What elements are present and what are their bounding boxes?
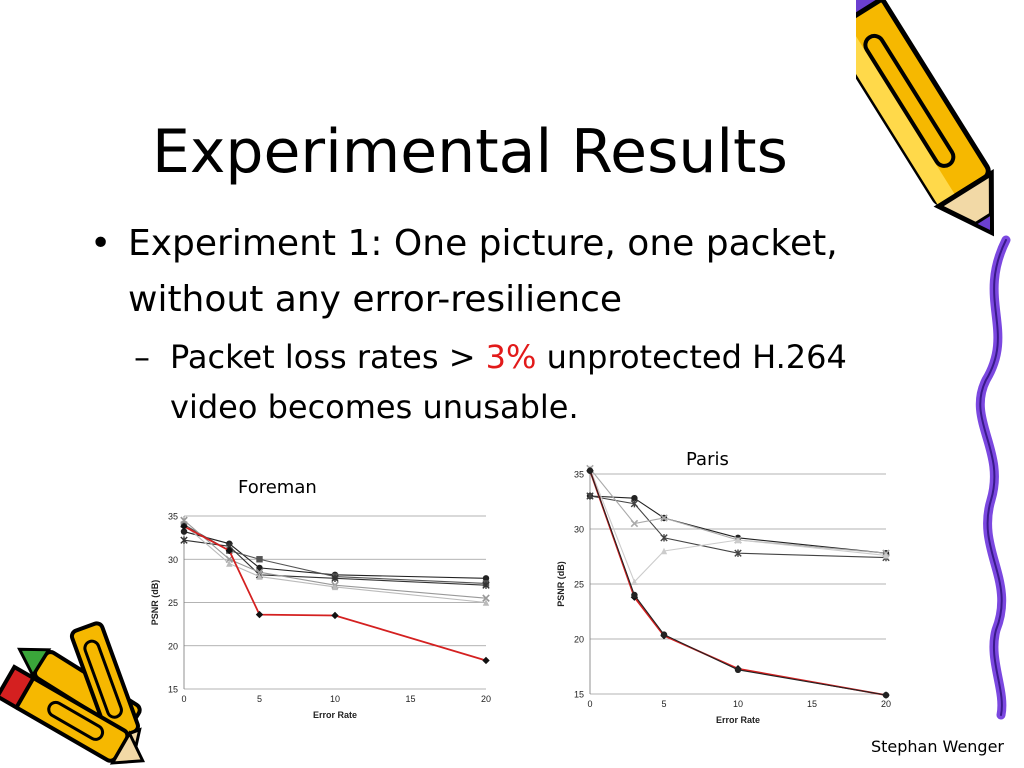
y-tick-label: 15	[168, 685, 178, 695]
bullet-symbol: •	[90, 223, 112, 264]
data-point	[630, 519, 639, 528]
chart-title-paris: Paris	[686, 449, 729, 470]
data-point	[586, 467, 594, 474]
x-tick-label: 20	[881, 699, 891, 709]
highlight-value: 3%	[485, 338, 537, 376]
bullet-list: • Experiment 1: One picture, one packet,…	[90, 216, 910, 432]
grid-lines	[590, 473, 886, 695]
pencil-clipart-right	[856, 0, 1011, 720]
y-tick-label: 35	[574, 470, 584, 480]
paris-chart: 15 20 25 30 35 0 5 10 15 20 Error Rate PSNR (dB)	[556, 464, 891, 725]
data-point	[660, 631, 668, 638]
sub-bullet-symbol: –	[134, 338, 150, 376]
data-point	[331, 583, 339, 591]
x-tick-label: 0	[587, 699, 592, 709]
data-point	[660, 534, 668, 542]
sub-bullet-text-end: unprotected H.264 video becomes unusable…	[170, 338, 847, 426]
data-point	[631, 578, 638, 585]
x-tick-label: 15	[807, 699, 817, 709]
x-axis-label: Error Rate	[716, 715, 760, 725]
data-point	[586, 492, 594, 500]
y-tick-label: 25	[574, 580, 584, 590]
data-point	[882, 691, 890, 699]
sub-bullet-text-start: Packet loss rates >	[170, 338, 486, 376]
data-point	[734, 536, 742, 544]
data-point	[734, 549, 742, 557]
series-line	[183, 531, 487, 579]
data-point	[482, 594, 490, 602]
data-point	[482, 599, 490, 606]
x-axis-label: Error Rate	[313, 710, 357, 720]
data-point	[226, 560, 233, 567]
x-tick-label: 20	[481, 694, 491, 704]
data-point	[734, 666, 742, 673]
data-point	[482, 581, 490, 589]
foreman-chart: 15 20 25 30 35 0 5 10 15 20 Error Rate PSNR (dB)	[150, 512, 491, 721]
bullet-item: • Experiment 1: One picture, one packet,…	[90, 216, 910, 328]
data-point	[482, 656, 490, 665]
data-point	[255, 610, 264, 619]
y-tick-label: 15	[574, 690, 584, 700]
bullet-text: Experiment 1: One picture, one packet, w…	[128, 223, 838, 320]
data-point	[630, 500, 639, 508]
data-point	[180, 516, 188, 525]
data-point	[631, 495, 638, 502]
footer-author: Stephan Wenger	[870, 737, 1004, 756]
x-tick-label: 10	[733, 699, 743, 709]
y-axis-label: PSNR (dB)	[150, 580, 160, 626]
x-tick-label: 15	[405, 694, 415, 704]
y-tick-label: 25	[168, 598, 178, 608]
data-point	[660, 514, 668, 522]
x-tick-label: 0	[181, 694, 186, 704]
x-tick-label: 5	[257, 694, 262, 704]
data-point	[331, 611, 339, 620]
data-point	[660, 547, 668, 555]
data-point	[180, 528, 188, 535]
data-series	[180, 521, 490, 606]
data-point	[180, 536, 188, 544]
data-point	[255, 568, 264, 576]
data-point	[631, 591, 638, 599]
slide-title: Experimental Results	[152, 117, 788, 187]
data-point	[882, 552, 890, 559]
data-point	[331, 574, 339, 582]
data-point	[180, 522, 188, 531]
data-point	[256, 573, 263, 580]
data-point	[482, 575, 490, 582]
x-tick-label: 5	[661, 699, 666, 709]
x-tick-label: 10	[330, 694, 340, 704]
data-series	[586, 467, 890, 699]
pencil-clipart-left	[0, 621, 146, 765]
y-tick-label: 30	[168, 555, 178, 565]
chart-title-foreman: Foreman	[238, 477, 317, 498]
sub-bullet-item: – Packet loss rates > 3% unprotected H.2…	[90, 332, 910, 432]
y-tick-label: 30	[574, 525, 584, 535]
y-axis-label: PSNR (dB)	[556, 561, 566, 607]
y-tick-label: 35	[168, 512, 178, 522]
y-tick-label: 20	[574, 635, 584, 645]
series-line	[589, 468, 887, 583]
y-tick-label: 20	[168, 641, 178, 651]
data-point	[256, 556, 263, 563]
